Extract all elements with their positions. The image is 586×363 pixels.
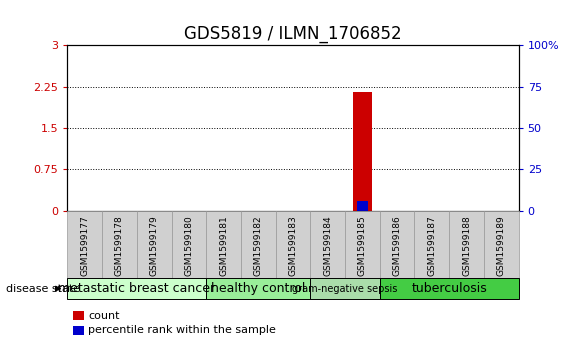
Text: GSM1599177: GSM1599177 bbox=[80, 215, 89, 276]
Text: gram-negative sepsis: gram-negative sepsis bbox=[292, 284, 398, 294]
Text: GSM1599182: GSM1599182 bbox=[254, 215, 263, 276]
Bar bbox=[172, 211, 206, 278]
Text: tuberculosis: tuberculosis bbox=[411, 282, 487, 295]
Bar bbox=[206, 211, 241, 278]
Title: GDS5819 / ILMN_1706852: GDS5819 / ILMN_1706852 bbox=[184, 25, 402, 43]
Bar bbox=[380, 211, 414, 278]
Text: GSM1599188: GSM1599188 bbox=[462, 215, 471, 276]
Bar bbox=[345, 211, 380, 278]
Text: GSM1599178: GSM1599178 bbox=[115, 215, 124, 276]
Text: GSM1599183: GSM1599183 bbox=[288, 215, 298, 276]
Text: percentile rank within the sample: percentile rank within the sample bbox=[88, 325, 277, 335]
Bar bbox=[353, 92, 372, 211]
Bar bbox=[357, 201, 367, 211]
Text: GSM1599189: GSM1599189 bbox=[497, 215, 506, 276]
Bar bbox=[102, 211, 137, 278]
Text: healthy control: healthy control bbox=[211, 282, 305, 295]
Bar bbox=[137, 211, 172, 278]
Text: metastatic breast cancer: metastatic breast cancer bbox=[58, 282, 216, 295]
Bar bbox=[414, 211, 449, 278]
Bar bbox=[67, 278, 206, 299]
Bar bbox=[311, 211, 345, 278]
Bar bbox=[311, 278, 380, 299]
Bar bbox=[380, 278, 519, 299]
Text: disease state: disease state bbox=[6, 284, 80, 294]
Bar bbox=[484, 211, 519, 278]
Bar bbox=[275, 211, 311, 278]
Text: GSM1599179: GSM1599179 bbox=[149, 215, 159, 276]
Text: GSM1599184: GSM1599184 bbox=[323, 215, 332, 276]
Bar bbox=[449, 211, 484, 278]
Bar bbox=[67, 211, 102, 278]
Text: GSM1599186: GSM1599186 bbox=[393, 215, 401, 276]
Text: count: count bbox=[88, 311, 120, 321]
Bar bbox=[206, 278, 311, 299]
Bar bbox=[241, 211, 275, 278]
Text: GSM1599180: GSM1599180 bbox=[185, 215, 193, 276]
Text: GSM1599185: GSM1599185 bbox=[358, 215, 367, 276]
Text: GSM1599181: GSM1599181 bbox=[219, 215, 228, 276]
Text: GSM1599187: GSM1599187 bbox=[427, 215, 437, 276]
